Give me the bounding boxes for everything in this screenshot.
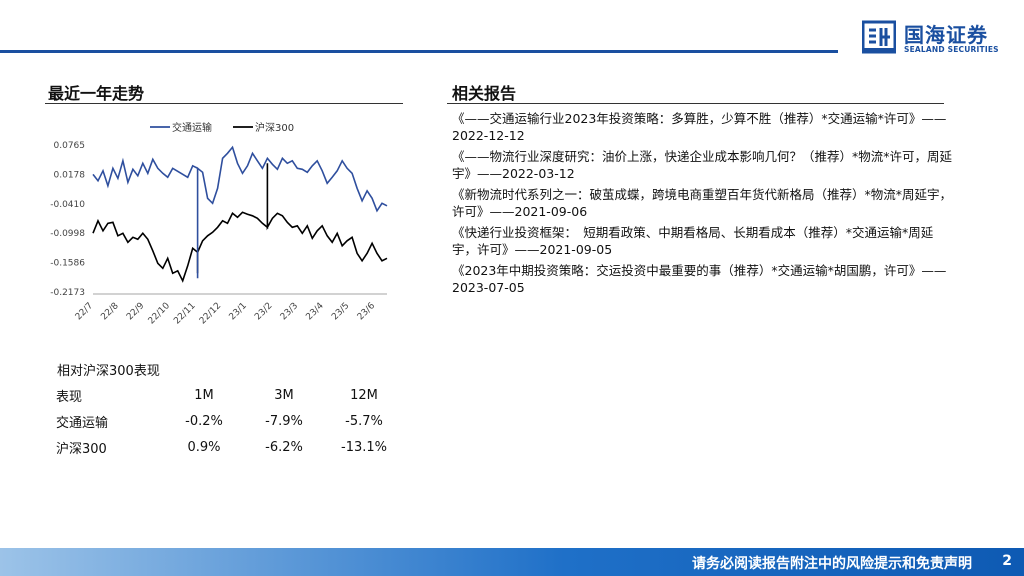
y-tick-label: 0.0178: [54, 170, 86, 180]
y-axis-ticks: 0.0765 0.0178 -0.0410 -0.0998 -0.1586 -0.2173: [50, 141, 85, 298]
table-header-row: 表现 1M 3M 12M: [52, 382, 404, 408]
header-cell: 3M: [274, 387, 294, 403]
header-cell: 1M: [194, 387, 214, 403]
x-tick-label: 23/5: [330, 301, 351, 322]
related-reports-list: 《——交通运输行业2023年投资策略：多算胜，少算不胜（推荐）*交通运输*许可》…: [452, 110, 952, 300]
y-tick-label: 0.0765: [54, 141, 86, 151]
table-cell: -5.7%: [345, 413, 383, 429]
x-tick-label: 22/12: [198, 301, 223, 326]
y-tick-label: -0.1586: [50, 259, 85, 269]
table-cell: -13.1%: [341, 439, 387, 455]
x-tick-label: 23/2: [253, 301, 274, 322]
page-number: 2: [1002, 553, 1012, 569]
table-row: 沪深300 0.9% -6.2% -13.1%: [52, 434, 404, 460]
table-cell: -6.2%: [265, 439, 303, 455]
trend-line-chart: 交通运输 沪深300 0.0765 0.0178 -0.0410 -0.0998 -0.…: [50, 121, 388, 327]
table-cell: -0.2%: [185, 413, 223, 429]
series-line-hs300: [92, 163, 388, 283]
header-cell: 12M: [350, 387, 378, 403]
row-label: 交通运输: [56, 415, 109, 431]
y-tick-label: -0.0998: [50, 229, 85, 239]
y-tick-label: -0.0410: [50, 200, 85, 210]
x-tick-label: 23/3: [279, 301, 300, 322]
x-axis-ticks: 22/7 22/8 22/9 22/10 22/11 22/12 23/1 23/2 23/3 2…: [74, 301, 378, 327]
header-cell: 表现: [56, 389, 83, 405]
table-cell: 0.9%: [187, 439, 221, 455]
brand-name-en: SEALAND SECURITIES: [904, 45, 999, 54]
chart-legend: 交通运输 沪深300: [150, 121, 294, 134]
x-tick-label: 22/10: [147, 301, 173, 327]
x-tick-label: 22/9: [125, 301, 147, 323]
y-tick-label: -0.2173: [50, 288, 85, 298]
x-tick-label: 23/4: [304, 301, 326, 323]
table-cell: -7.9%: [265, 413, 303, 429]
table-row: 交通运输 -0.2% -7.9% -5.7%: [52, 408, 404, 434]
legend-label-transport: 交通运输: [172, 121, 212, 134]
header-rule: [0, 50, 838, 53]
report-link[interactable]: 《2023年中期投资策略：交运投资中最重要的事（推荐）*交通运输*胡国鹏，许可》…: [452, 263, 947, 295]
x-tick-label: 22/8: [99, 301, 121, 323]
x-tick-label: 22/7: [74, 301, 95, 322]
report-link[interactable]: 《——交通运输行业2023年投资策略：多算胜，少算不胜（推荐）*交通运输*许可》…: [452, 111, 947, 143]
trend-section-rule: [45, 103, 403, 104]
sealand-logo-icon: [862, 20, 896, 54]
x-tick-label: 23/6: [356, 301, 378, 323]
row-label: 沪深300: [56, 441, 107, 457]
related-reports-rule: [447, 103, 944, 104]
brand-logo: 国海证券 SEALAND SECURITIES: [862, 18, 1012, 56]
x-tick-label: 22/11: [172, 301, 197, 326]
related-reports-title: 相关报告: [452, 84, 517, 103]
report-link[interactable]: 《快递行业投资框架： 短期看政策、中期看格局、长期看成本（推荐）*交通运输*周延…: [452, 225, 934, 257]
report-link[interactable]: 《——物流行业深度研究：油价上涨，快递企业成本影响几何？（推荐）*物流*许可，周…: [452, 149, 953, 181]
series-line-transport: [92, 145, 388, 279]
legend-label-hs300: 沪深300: [255, 121, 294, 134]
trend-section-title: 最近一年走势: [48, 84, 145, 103]
relative-performance-title: 相对沪深300表现: [57, 364, 160, 379]
footer-disclaimer: 请务必阅读报告附注中的风险提示和免责声明: [692, 556, 972, 572]
brand-name-cn: 国海证券: [904, 23, 988, 47]
relative-performance-table: 表现 1M 3M 12M 交通运输 -0.2% -7.9% -5.7% 沪深30…: [52, 382, 404, 460]
report-link[interactable]: 《新物流时代系列之一：破茧成蝶，跨境电商重塑百年货代新格局（推荐）*物流*周延宇…: [452, 187, 953, 219]
footer-bar: 请务必阅读报告附注中的风险提示和免责声明 2: [0, 548, 1024, 576]
x-tick-label: 23/1: [228, 301, 249, 322]
